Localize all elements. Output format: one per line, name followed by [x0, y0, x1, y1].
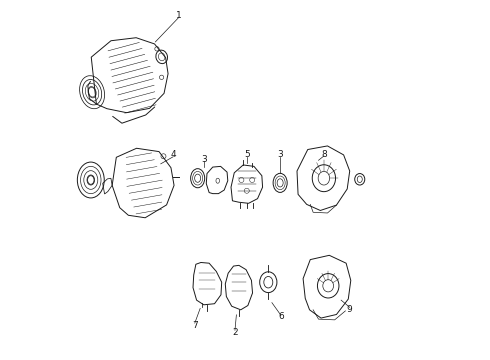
Text: 7: 7 — [192, 321, 197, 330]
Text: 9: 9 — [347, 305, 353, 314]
Text: 2: 2 — [232, 328, 238, 337]
Text: 3: 3 — [277, 150, 283, 159]
Text: 1: 1 — [176, 11, 181, 20]
Text: 3: 3 — [201, 155, 207, 164]
Text: 8: 8 — [321, 150, 327, 159]
Text: 5: 5 — [244, 150, 250, 159]
Text: 4: 4 — [171, 150, 176, 159]
Text: 6: 6 — [278, 312, 284, 321]
